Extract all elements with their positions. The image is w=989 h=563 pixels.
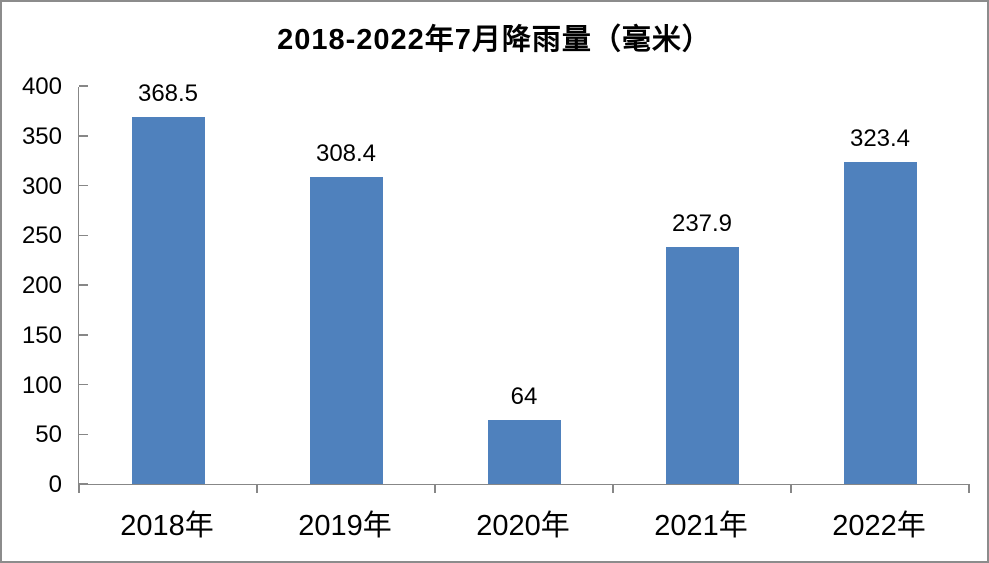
- bar-value-label: 237.9: [671, 210, 733, 238]
- bar-2021年: [665, 247, 739, 484]
- y-axis-tick-label: 100: [21, 371, 62, 399]
- y-axis-tick-mark: [79, 135, 88, 137]
- y-axis-tick-label: 150: [21, 321, 62, 349]
- y-axis-tick-label: 300: [21, 172, 62, 200]
- y-axis-tick-label: 200: [21, 272, 62, 299]
- bar-value-label: 323.4: [849, 125, 911, 153]
- y-axis-tick-mark: [79, 184, 88, 187]
- x-axis-category-label: 2021年: [654, 510, 748, 542]
- bar-2019年: [309, 177, 383, 484]
- x-axis-tick-mark: [612, 484, 614, 493]
- bar-value-label: 64: [510, 383, 538, 411]
- y-axis-tick-mark: [79, 85, 88, 87]
- y-axis-tick-mark: [79, 483, 88, 485]
- bar-2020年: [487, 420, 561, 484]
- x-axis-tick-mark: [256, 484, 258, 493]
- x-axis-category-label: 2022年: [832, 510, 926, 542]
- y-axis-tick-label: 250: [21, 222, 62, 250]
- x-axis-tick-mark: [434, 484, 436, 493]
- y-axis-tick-mark: [79, 234, 88, 236]
- x-axis-category-label: 2018年: [120, 510, 214, 542]
- y-axis-tick-label: 50: [35, 421, 62, 449]
- x-axis-category-label: 2019年: [298, 510, 392, 542]
- x-axis-tick-mark: [968, 484, 970, 493]
- y-axis-tick-mark: [79, 334, 88, 336]
- y-axis-tick-mark: [79, 383, 88, 386]
- bar-2022年: [843, 162, 917, 484]
- y-axis-tick-label: 0: [48, 471, 62, 498]
- chart-title: 2018-2022年7月降雨量（毫米）: [277, 24, 712, 56]
- plot-area: 368.5 308.4 64 237.9 323.4: [78, 82, 970, 493]
- x-axis-tick-mark: [790, 484, 792, 493]
- y-axis-tick-label: 350: [21, 122, 62, 150]
- y-axis-tick-mark: [79, 433, 88, 435]
- bar-2018年: [131, 117, 205, 484]
- bar-value-label: 368.5: [137, 80, 199, 108]
- y-axis-tick-mark: [79, 284, 88, 286]
- y-axis-tick-label: 400: [21, 73, 62, 100]
- bar-value-label: 308.4: [315, 140, 377, 168]
- x-axis-category-label: 2020年: [476, 510, 570, 542]
- x-axis-tick-mark: [78, 484, 80, 493]
